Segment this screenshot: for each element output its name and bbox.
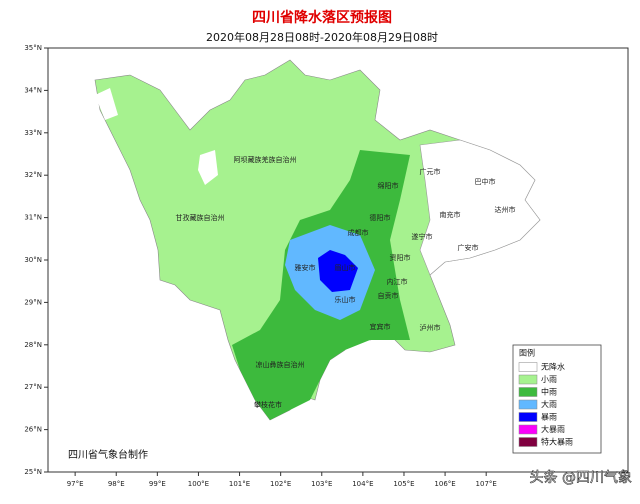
place-label: 广安市 — [458, 243, 479, 252]
place-label: 攀枝花市 — [254, 400, 282, 409]
x-tick-label: 105°E — [393, 480, 414, 488]
place-label: 自贡市 — [378, 291, 399, 300]
rain-areas — [94, 59, 541, 421]
x-tick-label: 107°E — [476, 480, 497, 488]
watermark: 头条 @四川气象 — [530, 469, 632, 486]
place-label: 资阳市 — [390, 253, 411, 262]
y-tick-label: 33°N — [24, 129, 42, 137]
x-tick-label: 101°E — [229, 480, 250, 488]
x-tick-label: 103°E — [311, 480, 332, 488]
place-label: 阿坝藏族羌族自治州 — [234, 155, 297, 164]
legend-label: 无降水 — [541, 362, 565, 372]
x-tick-label: 106°E — [434, 480, 455, 488]
legend-label: 大暴雨 — [541, 424, 565, 434]
legend-swatch — [518, 362, 538, 372]
legend-label: 小雨 — [541, 375, 557, 384]
legend-swatch — [518, 387, 538, 397]
place-label: 德阳市 — [370, 213, 391, 222]
y-tick-label: 32°N — [24, 171, 42, 179]
x-tick-label: 102°E — [270, 480, 291, 488]
title: 四川省降水落区预报图 — [252, 9, 392, 26]
place-label: 达州市 — [495, 205, 516, 214]
legend-label: 大雨 — [541, 399, 557, 409]
white-patch — [95, 88, 118, 120]
place-label: 遂宁市 — [412, 232, 433, 241]
x-tick-label: 98°E — [108, 480, 125, 488]
legend-swatch — [518, 399, 538, 410]
place-label: 内江市 — [387, 277, 408, 286]
y-tick-label: 25°N — [24, 468, 42, 476]
y-tick-label: 34°N — [24, 86, 42, 94]
legend-label: 特大暴雨 — [541, 437, 573, 447]
x-tick-label: 97°E — [67, 480, 84, 488]
x-tick-label: 100°E — [188, 480, 209, 488]
legend-swatch — [518, 424, 538, 435]
legend-title: 图例 — [519, 348, 535, 358]
legend-swatch — [518, 437, 538, 447]
legend-label: 暴雨 — [541, 413, 557, 422]
no-rain-area — [419, 139, 541, 276]
y-tick-label: 26°N — [24, 426, 42, 434]
place-label: 泸州市 — [420, 323, 441, 332]
white-patch — [198, 150, 218, 185]
white-patch — [205, 318, 220, 348]
y-tick-label: 35°N — [24, 44, 42, 52]
y-tick-label: 29°N — [24, 298, 42, 306]
place-label: 甘孜藏族自治州 — [176, 213, 225, 222]
y-tick-label: 28°N — [24, 341, 42, 349]
y-tick-label: 27°N — [24, 383, 42, 391]
place-label: 南充市 — [440, 210, 461, 219]
place-label: 宜宾市 — [370, 322, 391, 331]
place-label: 广元市 — [420, 167, 441, 176]
place-label: 成都市 — [348, 228, 369, 237]
place-label: 眉山市 — [335, 263, 356, 272]
place-label: 雅安市 — [295, 263, 316, 272]
legend-label: 中雨 — [541, 387, 557, 397]
place-label: 巴中市 — [475, 177, 496, 186]
x-tick-label: 104°E — [352, 480, 373, 488]
x-tick-label: 99°E — [149, 480, 166, 488]
place-label: 乐山市 — [335, 295, 356, 304]
legend-swatch — [518, 374, 538, 385]
legend-swatch — [518, 412, 538, 422]
y-tick-label: 31°N — [24, 214, 42, 222]
subtitle: 2020年08月28日08时-2020年08月29日08时 — [206, 30, 438, 44]
place-label: 绵阳市 — [378, 181, 399, 190]
credit: 四川省气象台制作 — [68, 448, 148, 461]
y-tick-label: 30°N — [24, 256, 42, 264]
place-label: 凉山彝族自治州 — [256, 360, 305, 369]
rainstorm-area — [318, 250, 358, 292]
